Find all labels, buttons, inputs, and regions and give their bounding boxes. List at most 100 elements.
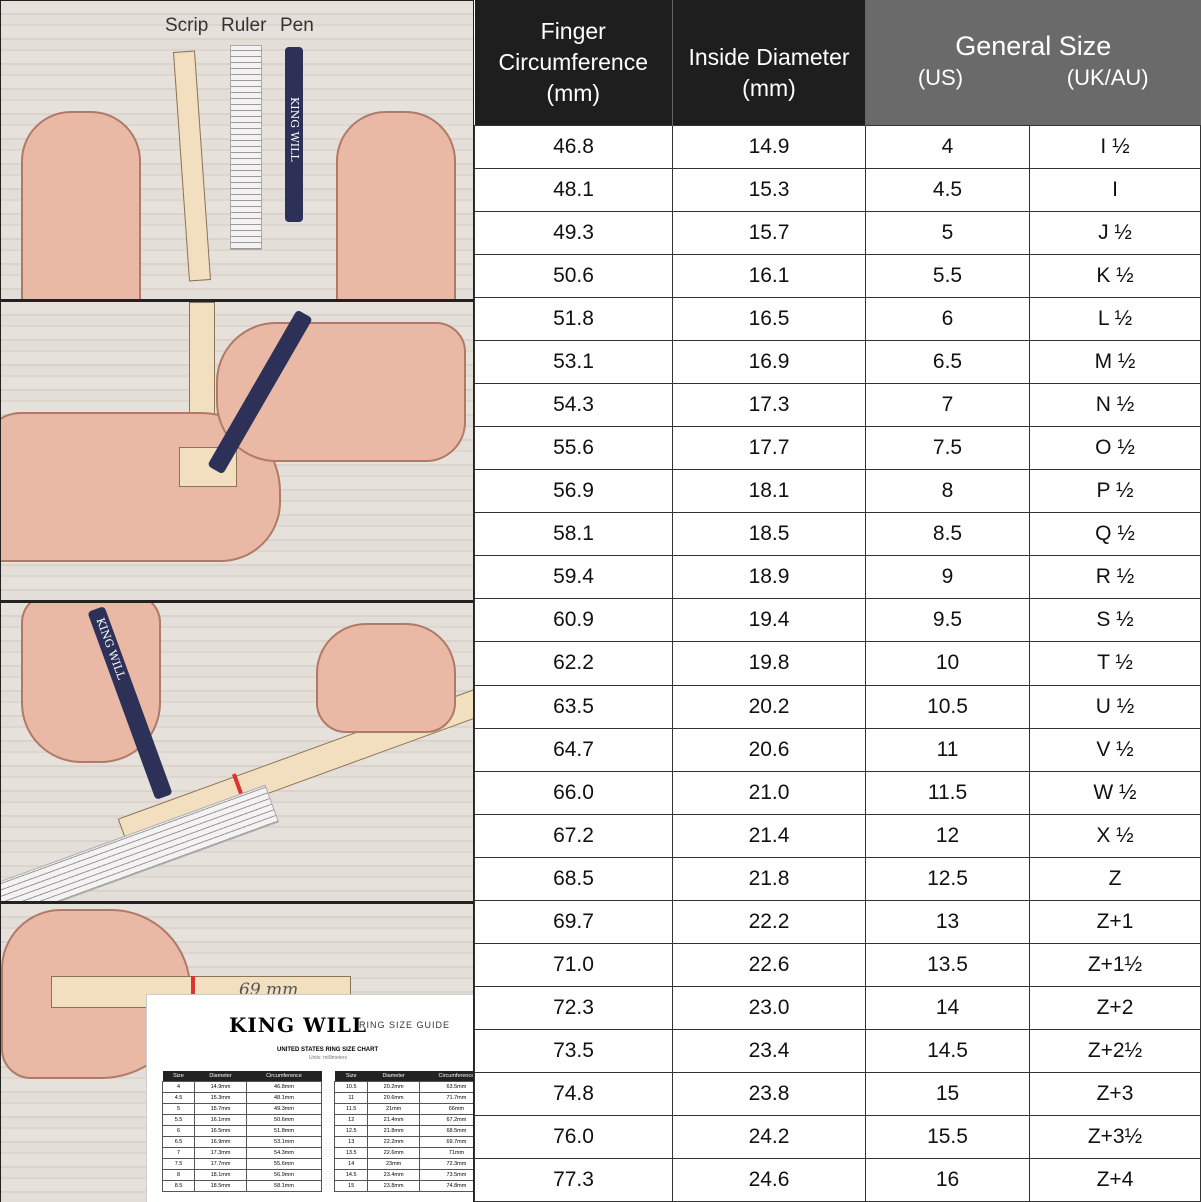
cell-circumference: 73.5 [474,1029,673,1074]
pen-label: Pen [280,15,314,36]
ruler-label: Ruler [221,15,267,36]
cell-us-size: 8 [865,469,1030,514]
guide-cell: 68.5mm [418,1125,473,1137]
table-row: 50.6 16.1 5.5 K ½ [474,253,1201,298]
guide-title: UNITED STATES RING SIZE CHART [277,1047,379,1053]
guide-cell: 11.5 [333,1103,369,1115]
guide-cell: 55.6mm [245,1158,323,1170]
cell-us-size: 14 [865,986,1030,1031]
table-row: 60.9 19.4 9.5 S ½ [474,598,1201,643]
cell-circumference: 55.6 [474,426,673,471]
cell-diameter: 17.7 [672,426,866,471]
cell-uk-size: P ½ [1029,469,1201,514]
guide-cell: 6.5 [161,1136,196,1148]
cell-diameter: 20.2 [672,684,866,729]
cell-diameter: 23.8 [672,1072,866,1117]
cell-circumference: 77.3 [474,1158,673,1202]
cell-us-size: 11 [865,727,1030,772]
guide-subtitle: RING SIZE GUIDE [359,1020,451,1030]
left-hand [21,111,141,299]
cell-diameter: 18.5 [672,512,866,557]
illustration-column: Scrip Ruler Pen KING WILL KING WILL 69 m… [0,0,474,1202]
guide-row: 7 17.3mm 54.3mm [161,1147,323,1159]
cell-diameter: 19.8 [672,641,866,686]
guide-header: Diameter [367,1071,420,1082]
table-row: 54.3 17.3 7 N ½ [474,382,1201,428]
cell-diameter: 23.4 [672,1029,866,1074]
cell-diameter: 14.9 [672,124,866,169]
cell-uk-size: Z+3½ [1029,1115,1201,1160]
table-row: 53.1 16.9 6.5 M ½ [474,339,1201,384]
cell-circumference: 66.0 [474,770,673,815]
guide-row: 15 23.8mm 74.8mm [333,1180,473,1192]
cell-us-size: 6 [865,296,1030,341]
table-row: 64.7 20.6 11 V ½ [474,727,1201,772]
guide-cell: 21mm [367,1103,420,1115]
table-row: 49.3 15.7 5 J ½ [474,210,1201,255]
cell-diameter: 18.1 [672,469,866,514]
header-circumference: Finger Circumference (mm) [474,0,673,125]
cell-us-size: 11.5 [865,770,1030,815]
cell-circumference: 58.1 [474,512,673,557]
guide-cell: 23.8mm [367,1180,420,1192]
ring-size-table: Finger Circumference (mm) Inside Diamete… [474,0,1201,1202]
cell-uk-size: K ½ [1029,253,1201,298]
cell-us-size: 15 [865,1072,1030,1117]
table-row: 55.6 17.7 7.5 O ½ [474,426,1201,471]
cell-us-size: 12.5 [865,856,1030,901]
cell-diameter: 21.0 [672,770,866,815]
cell-uk-size: Z+2½ [1029,1029,1201,1074]
guide-cell: 6 [161,1125,196,1137]
guide-cell: 46.8mm [245,1081,323,1093]
ruler [1,784,280,901]
cell-us-size: 12 [865,813,1030,858]
guide-row: 6.5 16.9mm 53.1mm [161,1136,323,1148]
guide-cell: 15.7mm [194,1103,247,1115]
cell-diameter: 15.7 [672,210,866,255]
right-hand [336,111,456,299]
cell-diameter: 15.3 [672,167,866,212]
guide-row: 12.5 21.8mm 68.5mm [333,1125,473,1137]
table-row: 46.8 14.9 4 I ½ [474,124,1201,169]
guide-cell: 10.5 [333,1081,369,1093]
cell-us-size: 10 [865,641,1030,686]
guide-cell: 13 [333,1136,369,1148]
guide-cell: 23mm [367,1158,420,1170]
guide-cell: 18.5mm [194,1180,247,1192]
guide-cell: 8.5 [161,1180,196,1192]
guide-cell: 22.2mm [367,1136,420,1148]
guide-header: Circumference [419,1071,473,1082]
cell-circumference: 63.5 [474,684,673,729]
cell-us-size: 15.5 [865,1115,1030,1160]
guide-cell: 14.9mm [194,1081,247,1093]
cell-circumference: 74.8 [474,1072,673,1117]
step3-measure-panel: KING WILL [1,603,473,901]
guide-cell: 5.5 [161,1114,196,1126]
table-row: 62.2 19.8 10 T ½ [474,641,1201,686]
cell-us-size: 13.5 [865,942,1030,988]
header-general-size: General Size (US) (UK/AU) [865,0,1201,125]
cell-uk-size: I ½ [1029,124,1201,169]
step2-wrap-panel [1,302,473,600]
cell-diameter: 20.6 [672,727,866,772]
guide-row: 8 18.1mm 56.9mm [161,1169,323,1181]
cell-diameter: 22.6 [672,942,866,988]
mark-line [191,976,195,1008]
guide-cell: 53.1mm [245,1136,323,1148]
guide-cell: 67.2mm [418,1114,473,1126]
guide-cell: 74.8mm [418,1180,473,1192]
guide-cell: 54.3mm [245,1147,323,1159]
cell-uk-size: R ½ [1029,555,1201,600]
guide-cell: 48.1mm [245,1092,323,1104]
guide-table-left: Size Diameter Circumference 4 14.9mm 46.8mm 4.… [161,1071,323,1192]
cell-circumference: 64.7 [474,727,673,772]
cell-uk-size: J ½ [1029,210,1201,255]
cell-diameter: 24.2 [672,1115,866,1160]
size-guide-sheet: KING WILL RING SIZE GUIDE UNITED STATES … [146,994,473,1202]
guide-cell: 14.5 [333,1169,369,1181]
guide-row: 5.5 16.1mm 50.6mm [161,1114,323,1126]
guide-cell: 13.5 [333,1147,369,1159]
cell-uk-size: Z+2 [1029,986,1201,1031]
guide-header: Diameter [194,1071,247,1082]
cell-us-size: 14.5 [865,1029,1030,1074]
